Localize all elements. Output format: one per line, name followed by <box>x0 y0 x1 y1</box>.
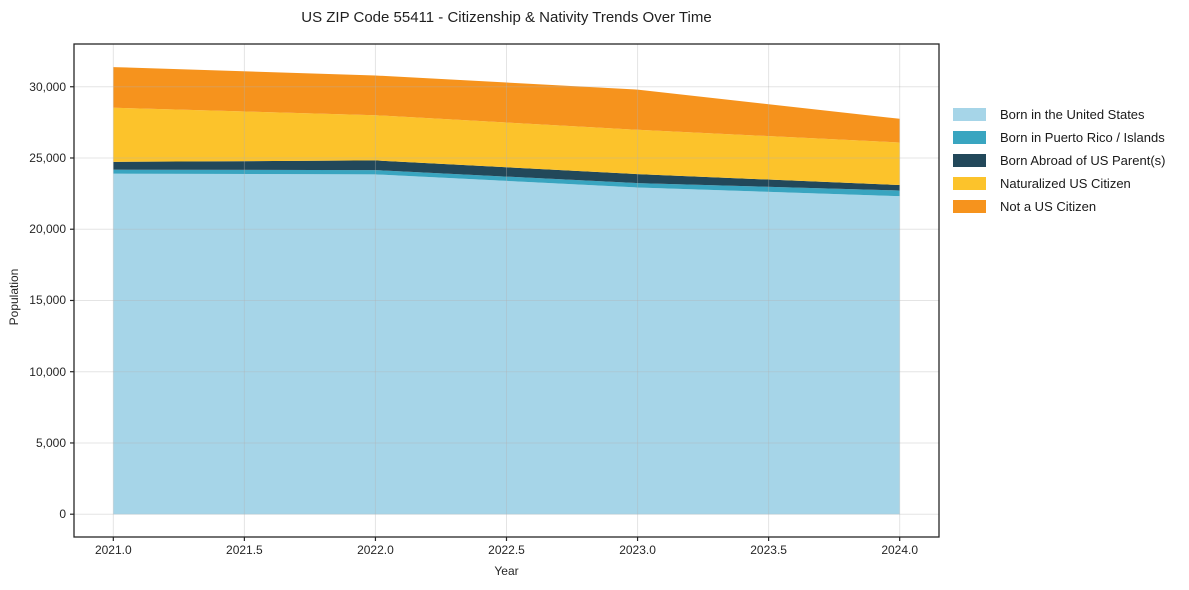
x-tick-label: 2022.5 <box>488 543 525 557</box>
legend-item: Born Abroad of US Parent(s) <box>953 149 1165 172</box>
area-series-3 <box>113 107 900 186</box>
legend-label: Born Abroad of US Parent(s) <box>1000 153 1166 168</box>
y-tick-label: 10,000 <box>29 364 66 379</box>
y-tick-label: 25,000 <box>29 150 66 165</box>
x-tick-label: 2021.5 <box>226 543 263 557</box>
y-tick-label: 30,000 <box>29 79 66 94</box>
y-tick-label: 15,000 <box>29 293 66 308</box>
x-tick-label: 2021.0 <box>94 543 132 557</box>
area-series-0 <box>113 173 900 515</box>
x-tick-label: 2022.0 <box>357 543 394 557</box>
area-series-1 <box>113 169 900 197</box>
x-axis-label: Year <box>494 564 519 578</box>
y-tick-label: 0 <box>59 507 66 522</box>
legend-item: Born in the United States <box>953 103 1165 126</box>
legend-label: Born in Puerto Rico / Islands <box>1000 130 1165 145</box>
legend-swatch <box>953 154 986 167</box>
legend-swatch <box>953 108 986 121</box>
legend-label: Naturalized US Citizen <box>1000 176 1131 191</box>
legend: Born in the United States Born in Puerto … <box>953 103 1165 218</box>
area-series-2 <box>113 160 900 191</box>
area-series-4 <box>113 67 900 143</box>
x-tick-label: 2024.0 <box>881 543 919 557</box>
x-tick-label: 2023.5 <box>750 543 787 557</box>
legend-swatch <box>953 177 986 190</box>
y-tick-label: 5,000 <box>35 435 66 450</box>
legend-label: Born in the United States <box>1000 107 1145 122</box>
x-tick-label: 2023.0 <box>619 543 656 557</box>
legend-swatch <box>953 131 986 144</box>
legend-item: Not a US Citizen <box>953 195 1165 218</box>
y-tick-label: 20,000 <box>29 222 66 237</box>
legend-swatch <box>953 200 986 213</box>
chart-title: US ZIP Code 55411 - Citizenship & Nativi… <box>301 9 712 26</box>
legend-item: Naturalized US Citizen <box>953 172 1165 195</box>
legend-label: Not a US Citizen <box>1000 199 1097 214</box>
legend-item: Born in Puerto Rico / Islands <box>953 126 1165 149</box>
